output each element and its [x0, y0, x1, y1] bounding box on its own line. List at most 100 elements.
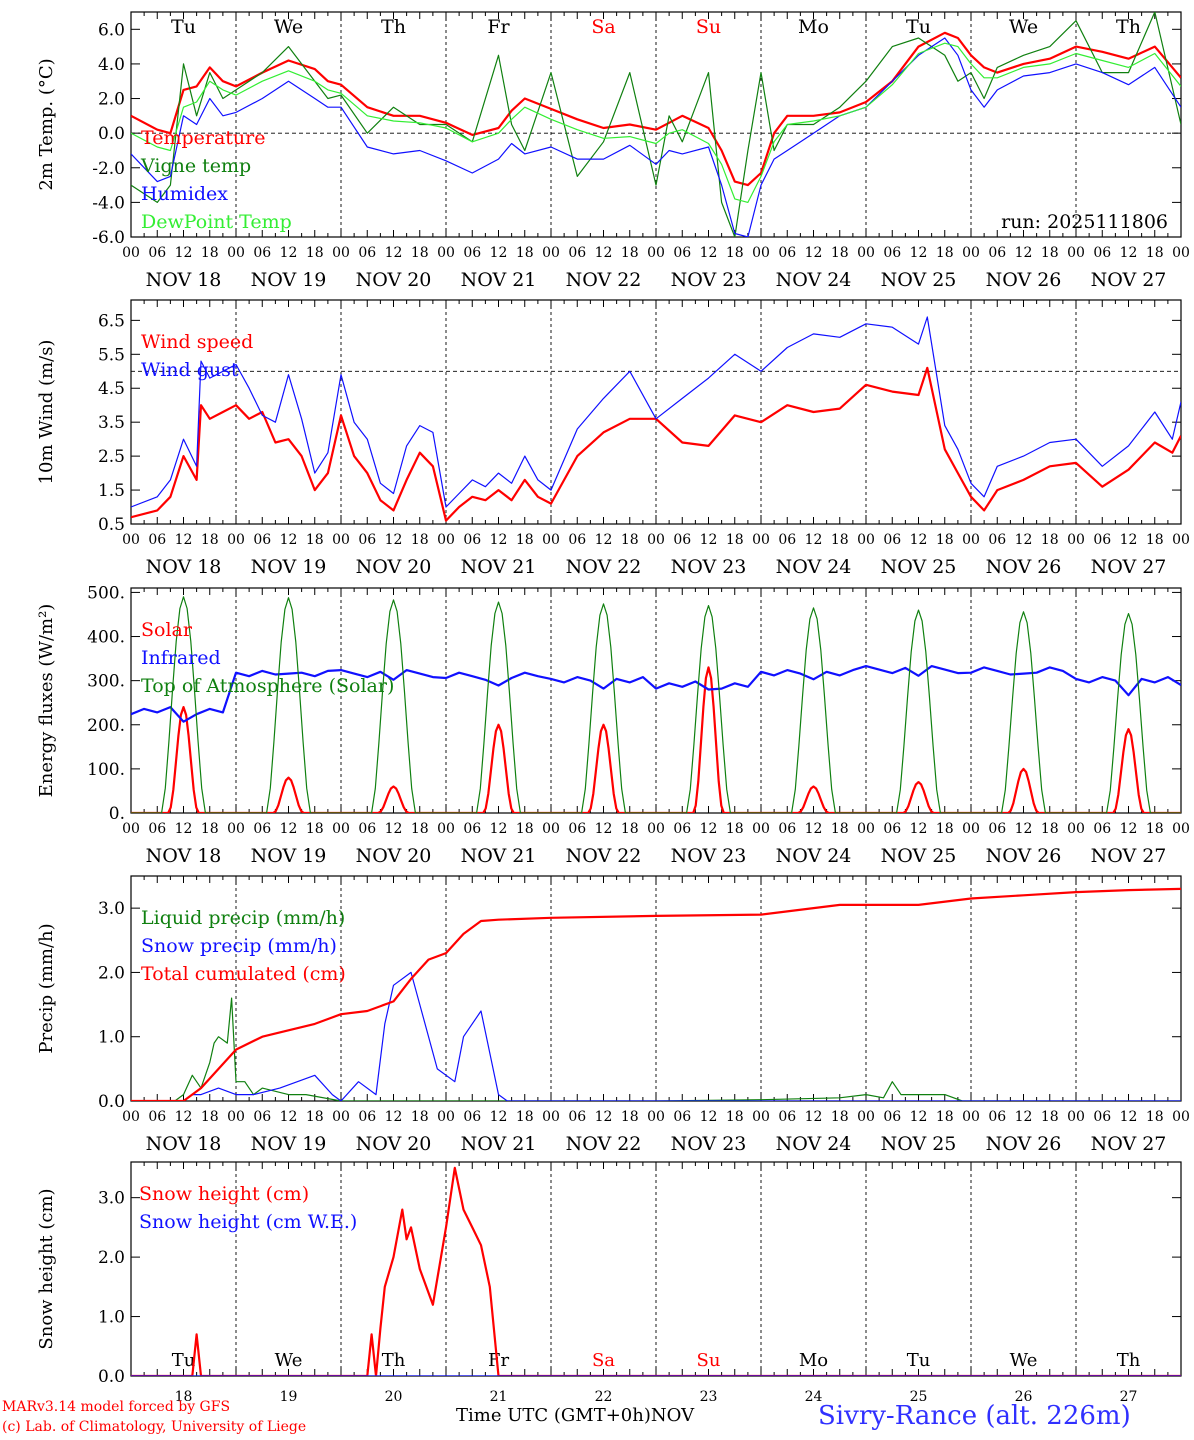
date-label: NOV 26 [986, 556, 1062, 578]
day-number-label: 21 [490, 1389, 508, 1405]
hour-tick-label: 06 [358, 1109, 376, 1125]
hour-tick-label: 00 [857, 1109, 875, 1125]
hour-tick-label: 18 [621, 1109, 639, 1125]
hour-tick-label: 06 [988, 532, 1006, 548]
hour-tick-label: 00 [962, 532, 980, 548]
hour-tick-label: 12 [595, 821, 613, 837]
hour-tick-label: 12 [280, 821, 298, 837]
station-name: Sivry-Rance (alt. 226m) [818, 1401, 1131, 1431]
hour-tick-label: 12 [805, 245, 823, 261]
hour-tick-label: 18 [1041, 532, 1059, 548]
hour-tick-label: 06 [673, 532, 691, 548]
hour-tick-label: 00 [752, 532, 770, 548]
hour-tick-label: 12 [385, 245, 403, 261]
weekday-label: Fr [488, 1350, 509, 1371]
legend-entry: Total cumulated (cm) [141, 963, 346, 985]
hour-tick-label: 06 [883, 532, 901, 548]
hour-tick-label: 18 [1146, 821, 1164, 837]
legend-entry: Solar [141, 619, 193, 641]
date-label: NOV 24 [776, 1133, 852, 1155]
hour-tick-label: 00 [332, 1109, 350, 1125]
series-line-temperature [131, 31, 1181, 187]
hour-tick-label: 06 [568, 245, 586, 261]
date-label: NOV 19 [251, 269, 327, 291]
y-tick-label: 3.0 [98, 1189, 125, 1209]
date-label: NOV 27 [1091, 556, 1167, 578]
hour-tick-label: 06 [1093, 821, 1111, 837]
hour-tick-label: 00 [1172, 821, 1190, 837]
legend-entry: Humidex [141, 183, 228, 205]
date-label: NOV 19 [251, 1133, 327, 1155]
series-line-top-of-atmosphere-solar [131, 596, 1181, 813]
hour-tick-label: 18 [411, 532, 429, 548]
series-group [131, 887, 1181, 1101]
y-tick-label: 2.5 [98, 447, 125, 467]
y-tick-label: 1.0 [98, 1308, 125, 1328]
credit-line-2: (c) Lab. of Climatology, University of L… [2, 1419, 307, 1435]
date-label: NOV 21 [461, 269, 537, 291]
hour-tick-label: 18 [306, 821, 324, 837]
y-tick-label: 2.0 [98, 90, 125, 110]
weekday-label: We [1009, 16, 1038, 38]
legend-entry: DewPoint Temp [141, 211, 292, 233]
hour-tick-label: 06 [148, 821, 166, 837]
hour-tick-label: 06 [463, 1109, 481, 1125]
weekday-label: Tu [907, 1350, 931, 1371]
weekday-label: Mo [799, 1350, 828, 1371]
date-label: NOV 25 [881, 1133, 957, 1155]
hour-tick-label: 06 [568, 1109, 586, 1125]
hour-tick-label: 12 [280, 1109, 298, 1125]
day-number-label: 26 [1015, 1389, 1033, 1405]
hour-tick-label: 12 [805, 532, 823, 548]
hour-tick-label: 00 [962, 245, 980, 261]
y-tick-label: 400. [87, 628, 125, 648]
hour-tick-label: 18 [411, 245, 429, 261]
hour-tick-label: 12 [910, 532, 928, 548]
hour-tick-label: 00 [752, 1109, 770, 1125]
hour-tick-label: 18 [726, 532, 744, 548]
hour-tick-label: 00 [857, 821, 875, 837]
hour-tick-label: 06 [358, 821, 376, 837]
series-line-infrared [131, 665, 1181, 723]
legend-entry: Snow height (cm W.E.) [139, 1211, 357, 1233]
y-axis-label: Snow height (cm) [36, 1188, 57, 1349]
date-label: NOV 22 [566, 556, 642, 578]
hour-tick-label: 12 [490, 245, 508, 261]
hour-tick-label: 00 [122, 245, 140, 261]
legend-entry: Top of Atmosphere (Solar) [141, 675, 394, 697]
hour-tick-label: 00 [227, 245, 245, 261]
day-number-label: 20 [385, 1389, 403, 1405]
y-tick-label: 3.5 [98, 413, 125, 433]
hour-tick-label: 06 [568, 532, 586, 548]
date-label: NOV 27 [1091, 845, 1167, 867]
hour-tick-label: 00 [1172, 532, 1190, 548]
y-tick-label: 6.0 [98, 20, 125, 40]
date-label: NOV 23 [671, 556, 747, 578]
hour-tick-label: 12 [385, 821, 403, 837]
hour-tick-label: 12 [280, 532, 298, 548]
hour-tick-label: 12 [490, 821, 508, 837]
hour-tick-label: 00 [1172, 245, 1190, 261]
y-tick-label: 3.0 [98, 899, 125, 919]
date-label: NOV 23 [671, 269, 747, 291]
y-tick-label: 0.5 [98, 515, 125, 535]
weekday-label: Th [381, 16, 406, 38]
hour-tick-label: 18 [726, 245, 744, 261]
hour-tick-label: 12 [1015, 532, 1033, 548]
hour-tick-label: 00 [647, 1109, 665, 1125]
hour-tick-label: 00 [332, 821, 350, 837]
hour-tick-label: 12 [910, 821, 928, 837]
date-label: NOV 20 [356, 269, 432, 291]
date-label: NOV 21 [461, 1133, 537, 1155]
day-number-label: 22 [595, 1389, 613, 1405]
date-label: NOV 21 [461, 845, 537, 867]
legend-entry: Snow precip (mm/h) [141, 935, 337, 957]
series-line-snow-precip-mm-h [131, 971, 1181, 1101]
hour-tick-label: 06 [463, 245, 481, 261]
series-line-wind-speed [131, 366, 1181, 522]
weekday-label: We [274, 16, 303, 38]
hour-tick-label: 00 [542, 532, 560, 548]
hour-tick-label: 00 [122, 821, 140, 837]
y-tick-label: 1.5 [98, 481, 125, 501]
hour-tick-label: 00 [227, 532, 245, 548]
